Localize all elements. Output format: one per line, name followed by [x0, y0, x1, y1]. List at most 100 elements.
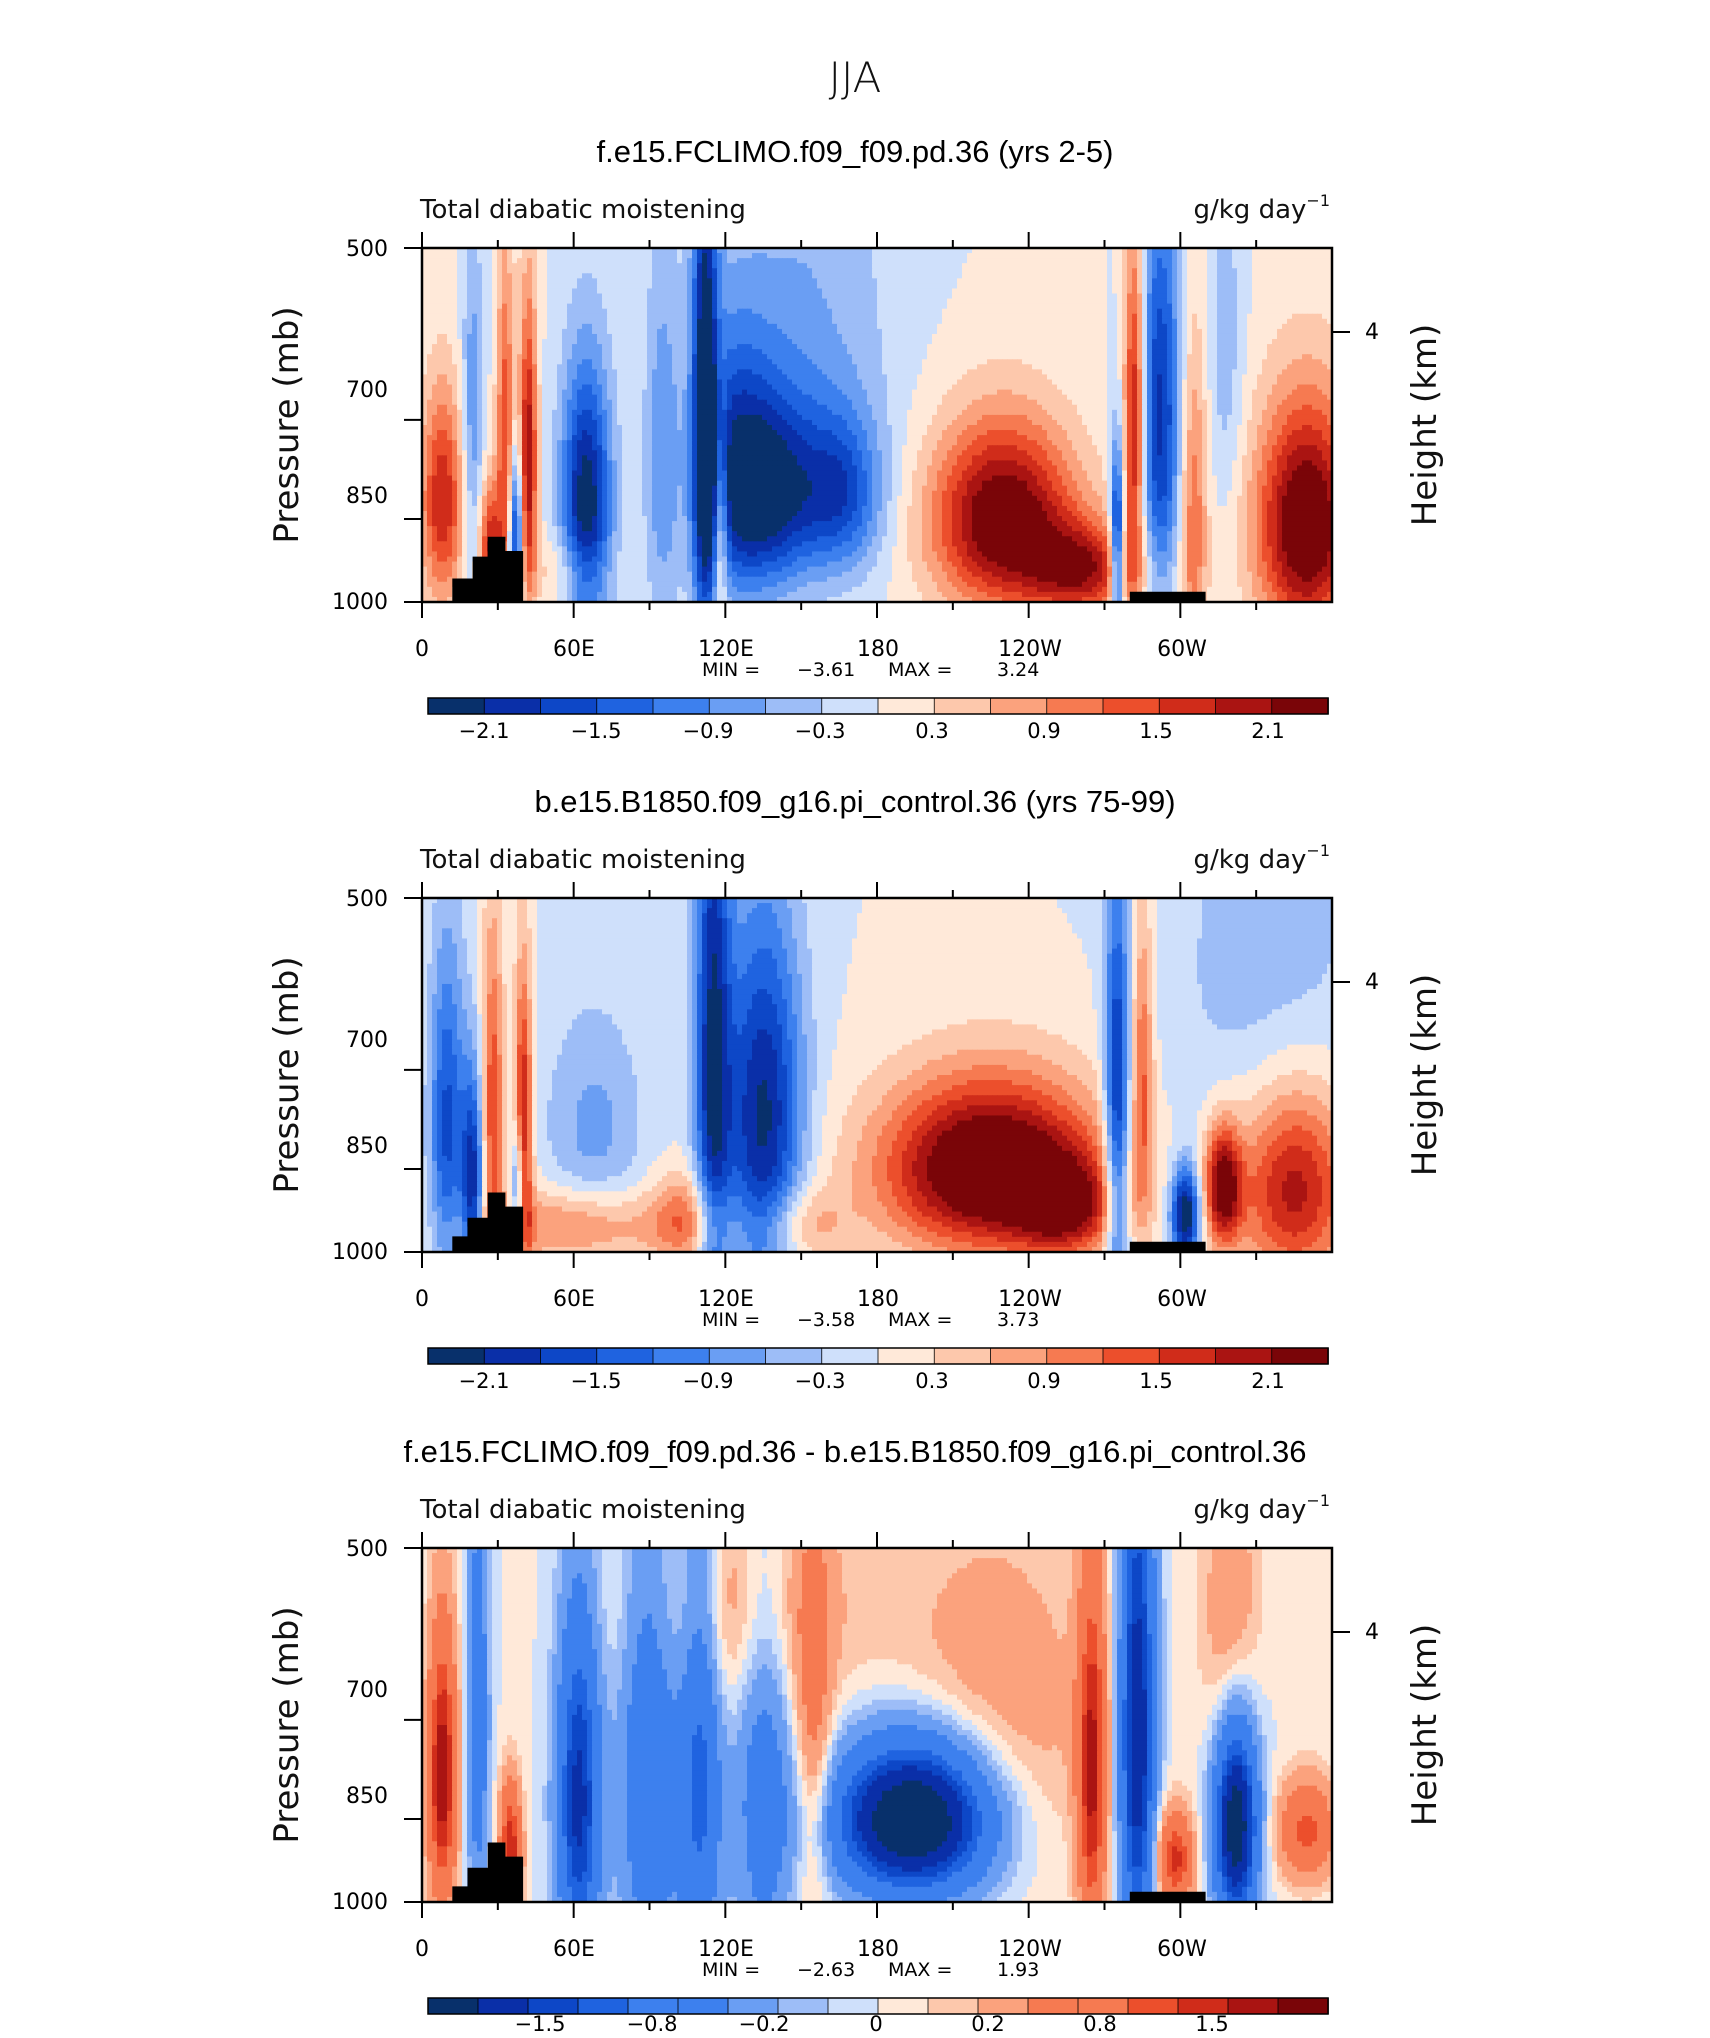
- contour-cell: [742, 263, 748, 269]
- contour-cell: [652, 304, 658, 310]
- contour-cell: [517, 258, 523, 264]
- contour-cell: [737, 263, 743, 269]
- contour-cell: [472, 334, 478, 340]
- contour-cell: [587, 288, 593, 294]
- contour-cell: [1172, 278, 1178, 284]
- contour-cell: [1047, 273, 1053, 279]
- contour-cell: [842, 309, 848, 315]
- contour-cell: [1262, 258, 1268, 264]
- contour-cell: [762, 364, 768, 370]
- contour-cell: [817, 309, 823, 315]
- contour-cell: [787, 324, 793, 330]
- contour-cell: [1017, 359, 1023, 365]
- contour-cell: [1057, 314, 1063, 320]
- contour-cell: [1272, 324, 1278, 330]
- contour-cell: [862, 273, 868, 279]
- contour-cell: [1127, 268, 1133, 274]
- contour-cell: [1162, 278, 1168, 284]
- contour-cell: [462, 283, 468, 289]
- contour-cell: [812, 288, 818, 294]
- contour-cell: [767, 329, 773, 335]
- contour-cell: [967, 364, 973, 370]
- contour-cell: [637, 283, 643, 289]
- contour-cell: [1007, 324, 1013, 330]
- contour-cell: [672, 334, 678, 340]
- contour-cell: [1222, 329, 1228, 335]
- contour-cell: [1207, 319, 1213, 325]
- contour-cell: [742, 288, 748, 294]
- contour-cell: [687, 309, 693, 315]
- contour-cell: [902, 278, 908, 284]
- contour-cell: [757, 344, 763, 350]
- contour-cell: [607, 319, 613, 325]
- contour-cell: [482, 314, 488, 320]
- contour-cell: [1157, 273, 1163, 279]
- contour-cell: [842, 273, 848, 279]
- contour-cell: [517, 324, 523, 330]
- contour-cell: [787, 344, 793, 350]
- contour-cell: [732, 354, 738, 360]
- contour-cell: [1097, 334, 1103, 340]
- contour-cell: [442, 283, 448, 289]
- contour-cell: [1252, 314, 1258, 320]
- contour-cell: [1222, 339, 1228, 345]
- contour-cell: [1292, 268, 1298, 274]
- contour-cell: [482, 364, 488, 370]
- contour-cell: [467, 354, 473, 360]
- contour-cell: [482, 304, 488, 310]
- contour-cell: [747, 329, 753, 335]
- contour-cell: [1042, 309, 1048, 315]
- contour-cell: [682, 273, 688, 279]
- contour-cell: [802, 309, 808, 315]
- contour-cell: [1087, 349, 1093, 355]
- contour-cell: [872, 334, 878, 340]
- contour-cell: [822, 334, 828, 340]
- contour-cell: [1087, 299, 1093, 305]
- contour-cell: [557, 334, 563, 340]
- contour-cell: [692, 344, 698, 350]
- contour-cell: [847, 329, 853, 335]
- contour-cell: [1132, 258, 1138, 264]
- contour-cell: [872, 283, 878, 289]
- contour-cell: [707, 258, 713, 264]
- contour-cell: [727, 324, 733, 330]
- contour-cell: [822, 288, 828, 294]
- contour-cell: [1222, 314, 1228, 320]
- contour-cell: [1052, 364, 1058, 370]
- contour-cell: [1152, 253, 1158, 259]
- contour-cell: [982, 329, 988, 335]
- contour-cell: [542, 344, 548, 350]
- contour-cell: [712, 294, 718, 300]
- contour-cell: [817, 294, 823, 300]
- contour-cell: [627, 314, 633, 320]
- contour-cell: [992, 339, 998, 345]
- contour-cell: [1252, 334, 1258, 340]
- contour-cell: [922, 283, 928, 289]
- contour-cell: [547, 354, 553, 360]
- contour-cell: [517, 268, 523, 274]
- contour-cell: [737, 309, 743, 315]
- contour-cell: [892, 288, 898, 294]
- contour-cell: [1257, 283, 1263, 289]
- contour-cell: [1292, 294, 1298, 300]
- contour-cell: [1182, 349, 1188, 355]
- contour-cell: [1317, 314, 1323, 320]
- contour-cell: [1092, 314, 1098, 320]
- contour-cell: [1042, 288, 1048, 294]
- contour-cell: [1197, 339, 1203, 345]
- contour-cell: [987, 283, 993, 289]
- contour-cell: [652, 283, 658, 289]
- contour-cell: [1222, 319, 1228, 325]
- contour-cell: [432, 314, 438, 320]
- contour-cell: [532, 278, 538, 284]
- contour-cell: [1127, 283, 1133, 289]
- contour-cell: [722, 329, 728, 335]
- contour-cell: [902, 309, 908, 315]
- contour-cell: [1092, 299, 1098, 305]
- contour-cell: [1102, 364, 1108, 370]
- contour-cell: [437, 299, 443, 305]
- contour-cell: [1212, 319, 1218, 325]
- contour-cell: [622, 268, 628, 274]
- contour-cell: [1162, 283, 1168, 289]
- contour-cell: [757, 309, 763, 315]
